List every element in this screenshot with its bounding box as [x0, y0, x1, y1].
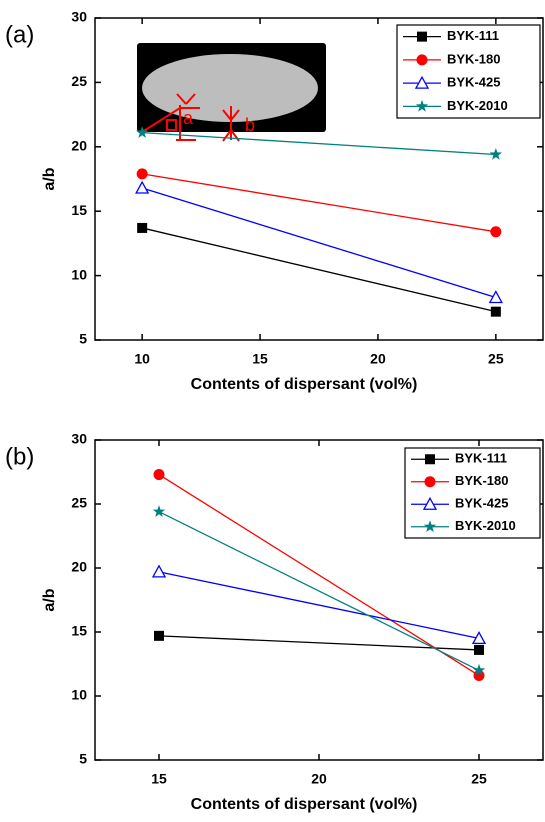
y-tick-label: 5: [79, 751, 87, 767]
series-line: [158, 511, 480, 671]
y-tick-label: 25: [71, 73, 87, 89]
marker: [414, 75, 430, 89]
marker: [472, 663, 486, 676]
marker: [474, 644, 484, 655]
marker: [416, 54, 428, 66]
marker: [137, 222, 148, 233]
legend-label: BYK-2010: [455, 518, 516, 533]
y-axis-label: a/b: [41, 167, 58, 190]
inset-marking: [185, 93, 196, 105]
panel-label: (a): [5, 21, 34, 48]
marker: [154, 630, 164, 641]
legend-label: BYK-111: [455, 451, 507, 466]
legend-label: BYK-2010: [447, 98, 508, 113]
inset-particle: [142, 54, 318, 122]
marker: [415, 99, 429, 112]
marker: [423, 520, 437, 533]
x-tick-label: 20: [370, 351, 386, 367]
series-line: [142, 131, 496, 156]
y-tick-label: 20: [71, 559, 87, 575]
x-tick-label: 10: [134, 351, 150, 367]
marker: [136, 168, 148, 180]
inset-marking: [166, 119, 177, 131]
panel-label: (b): [5, 443, 34, 470]
inset-label: b: [245, 115, 255, 135]
marker: [425, 454, 435, 465]
marker: [153, 469, 165, 481]
x-tick-label: 25: [471, 771, 487, 787]
legend-label: BYK-180: [455, 473, 508, 488]
x-tick-label: 15: [252, 351, 268, 367]
legend-label: BYK-425: [455, 496, 508, 511]
y-axis-label: a/b: [41, 588, 58, 611]
marker: [490, 226, 502, 238]
x-tick-label: 20: [311, 771, 327, 787]
marker: [489, 148, 503, 160]
inset-marking: [222, 129, 232, 142]
marker: [488, 290, 503, 304]
marker: [490, 306, 501, 317]
legend-label: BYK-425: [447, 75, 500, 90]
legend-label: BYK-111: [447, 28, 499, 43]
series-line: [141, 187, 497, 299]
y-tick-label: 30: [71, 9, 87, 25]
inset-marking: [176, 93, 187, 105]
series-line: [158, 474, 480, 677]
y-tick-label: 15: [71, 202, 87, 218]
marker: [152, 505, 166, 517]
y-tick-label: 25: [71, 495, 87, 511]
marker: [424, 476, 436, 488]
marker: [135, 180, 150, 194]
y-tick-label: 15: [71, 623, 87, 639]
legend-label: BYK-180: [447, 51, 500, 66]
x-axis-label: Contents of dispersant (vol%): [191, 796, 418, 813]
marker: [135, 126, 149, 138]
marker: [417, 31, 427, 42]
inset-marking: [230, 109, 240, 121]
y-tick-label: 20: [71, 138, 87, 154]
y-tick-label: 10: [71, 266, 87, 282]
series-line: [158, 635, 480, 651]
marker: [151, 564, 167, 578]
marker: [422, 496, 438, 510]
y-tick-label: 30: [71, 431, 87, 447]
x-axis-label: Contents of dispersant (vol%): [191, 376, 418, 393]
marker: [471, 631, 487, 645]
x-tick-label: 15: [151, 771, 167, 787]
inset-label: a: [183, 108, 194, 128]
series-line: [142, 173, 496, 233]
y-tick-label: 10: [71, 687, 87, 703]
y-tick-label: 5: [79, 331, 87, 347]
x-tick-label: 25: [488, 351, 504, 367]
plot-frame: [94, 17, 544, 341]
series-line: [142, 227, 496, 313]
series-line: [158, 571, 480, 640]
inset-marking: [222, 109, 232, 121]
